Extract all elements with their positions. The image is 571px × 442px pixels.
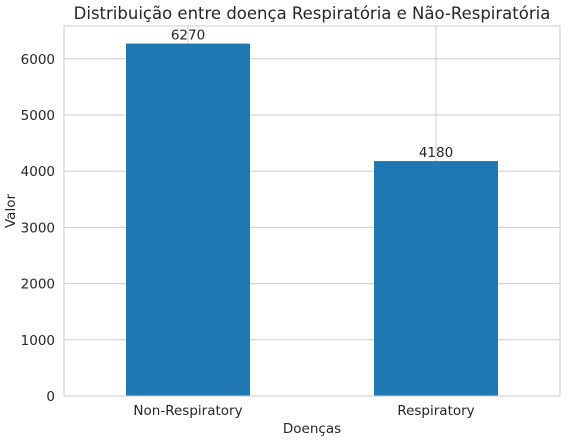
y-tick-label: 3000 bbox=[21, 220, 55, 236]
bar-respiratory bbox=[374, 161, 498, 396]
bar-value-label: 6270 bbox=[171, 28, 205, 44]
y-tick-label: 6000 bbox=[21, 52, 55, 68]
y-ticks: 0 1000 2000 3000 4000 5000 6000 bbox=[21, 52, 55, 405]
chart-title: Distribuição entre doença Respiratória e… bbox=[74, 4, 551, 23]
y-tick-label: 2000 bbox=[21, 277, 55, 293]
bars bbox=[126, 43, 498, 396]
y-axis-label: Valor bbox=[3, 194, 19, 228]
bar-value-label: 4180 bbox=[419, 145, 453, 161]
y-tick-label: 4000 bbox=[21, 164, 55, 180]
y-tick-label: 1000 bbox=[21, 333, 55, 349]
plot-frame bbox=[63, 25, 561, 397]
y-tick-label: 5000 bbox=[21, 108, 55, 124]
data-labels: 6270 4180 bbox=[171, 28, 453, 161]
x-tick-label: Non-Respiratory bbox=[133, 403, 242, 419]
x-ticks: Non-Respiratory Respiratory bbox=[133, 403, 474, 419]
bar-non-respiratory bbox=[126, 43, 250, 396]
y-tick-label: 0 bbox=[46, 389, 55, 405]
x-tick-label: Respiratory bbox=[397, 403, 474, 419]
x-axis-label: Doenças bbox=[283, 421, 341, 437]
